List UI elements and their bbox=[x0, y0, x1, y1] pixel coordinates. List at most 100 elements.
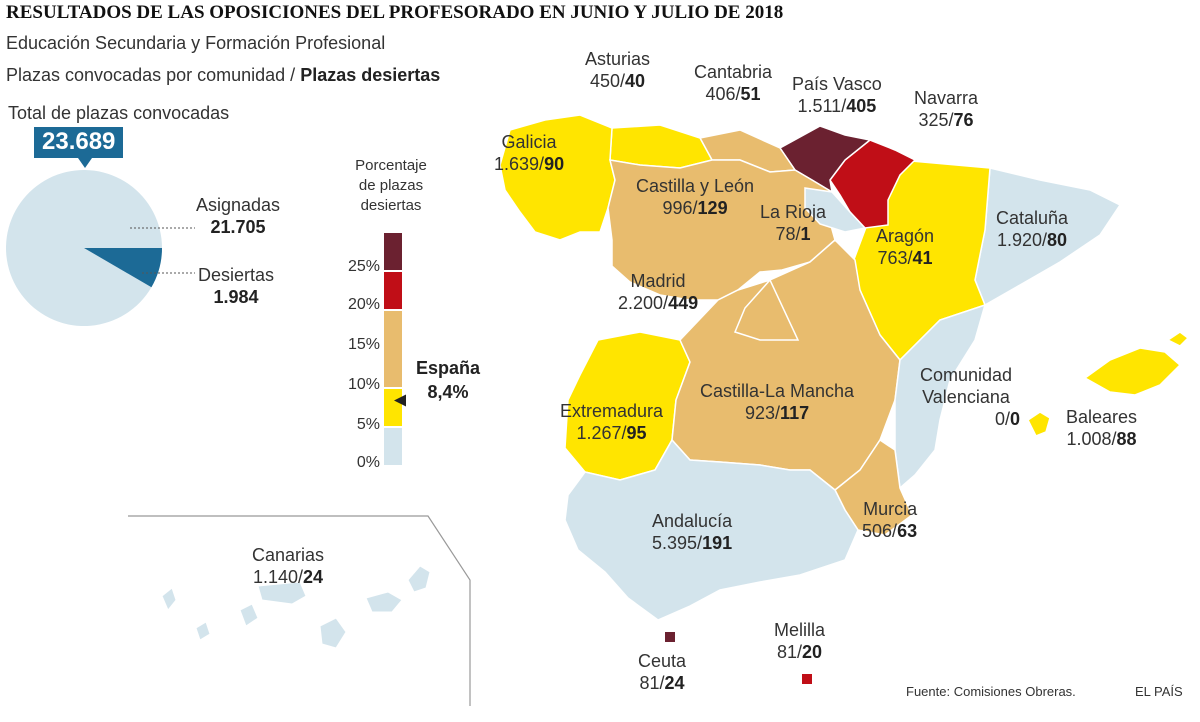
scale-tick-15: 15% bbox=[347, 336, 380, 353]
label-aragon-plazas: 763 bbox=[877, 248, 908, 268]
label-la-rioja-desiertas: 1 bbox=[800, 224, 811, 244]
national-average: España 8,4% bbox=[416, 356, 480, 404]
source-note: Fuente: Comisiones Obreras. bbox=[906, 684, 1076, 699]
label-ceuta-plazas: 81 bbox=[639, 673, 660, 693]
label-ceuta-name: Ceuta bbox=[638, 651, 687, 671]
region-la-rioja bbox=[804, 187, 867, 233]
scale-title-line-2: de plazas bbox=[358, 177, 424, 194]
label-ceuta-desiertas: 24 bbox=[664, 673, 685, 693]
label-la-rioja-plazas: 78 bbox=[775, 224, 796, 244]
label-baleares: Baleares 1.008/88 bbox=[1066, 407, 1138, 449]
total-label: Total de plazas convocadas bbox=[8, 103, 230, 123]
label-aragon: Aragón 763/41 bbox=[876, 226, 935, 268]
label-la-rioja-name: La Rioja bbox=[760, 202, 827, 222]
label-galicia-name: Galicia bbox=[501, 132, 557, 152]
chart-subtitle: Educación Secundaria y Formación Profesi… bbox=[6, 33, 386, 53]
label-la-rioja: La Rioja 78/1 bbox=[760, 202, 827, 244]
label-navarra: Navarra 325/76 bbox=[914, 88, 979, 130]
label-canarias-plazas: 1.140 bbox=[252, 567, 299, 587]
pie-chart bbox=[6, 169, 195, 326]
national-pointer-icon bbox=[394, 394, 406, 407]
scale-tick-5: 5% bbox=[356, 416, 380, 433]
region-comunidad-valenciana bbox=[894, 303, 987, 490]
label-castilla-la-mancha: Castilla-La Mancha 923/117 bbox=[700, 381, 855, 423]
label-baleares-desiertas: 88 bbox=[1116, 429, 1137, 449]
chart-title: RESULTADOS DE LAS OPOSICIONES DEL PROFES… bbox=[6, 2, 784, 23]
label-cantabria-plazas: 406 bbox=[705, 84, 736, 104]
label-cataluna-desiertas: 80 bbox=[1047, 230, 1068, 250]
region-castilla-y-leon bbox=[607, 159, 836, 301]
label-pais-vasco-plazas: 1.511 bbox=[797, 96, 842, 116]
label-canarias: Canarias 1.140/24 bbox=[252, 545, 325, 587]
label-canarias-desiertas: 24 bbox=[303, 567, 324, 587]
label-extremadura: Extremadura 1.267/95 bbox=[560, 401, 664, 443]
region-baleares-menorca bbox=[1166, 331, 1190, 347]
pie-label-vacant-name: Desiertas bbox=[198, 265, 275, 285]
total-badge-pointer bbox=[78, 158, 92, 168]
region-galicia bbox=[499, 114, 616, 241]
region-baleares-ibiza bbox=[1027, 411, 1051, 437]
label-navarra-name: Navarra bbox=[914, 88, 979, 108]
label-andalucia-desiertas: 191 bbox=[702, 533, 733, 553]
label-cataluna-plazas: 1.920 bbox=[996, 230, 1043, 250]
label-asturias-desiertas: 40 bbox=[625, 71, 646, 91]
scale-band-1 bbox=[384, 389, 402, 426]
label-navarra-desiertas: 76 bbox=[953, 110, 974, 130]
scale-band-3 bbox=[384, 272, 402, 309]
scale-band-0 bbox=[384, 428, 402, 465]
label-navarra-plazas: 325 bbox=[918, 110, 949, 130]
label-comunidad-valenciana-desiertas: 0 bbox=[1009, 409, 1020, 429]
label-madrid-name: Madrid bbox=[630, 271, 686, 291]
label-aragon-desiertas: 41 bbox=[912, 248, 933, 268]
label-madrid: Madrid 2.200/449 bbox=[618, 271, 699, 313]
publisher-brand: EL PAÍS bbox=[1135, 684, 1183, 699]
label-murcia-desiertas: 63 bbox=[897, 521, 918, 541]
label-comunidad-valenciana-name: Comunidad Valenciana bbox=[919, 365, 1013, 407]
label-extremadura-name: Extremadura bbox=[560, 401, 664, 421]
label-extremadura-desiertas: 95 bbox=[626, 423, 647, 443]
label-melilla-plazas: 81 bbox=[776, 642, 797, 662]
pie-label-vacant-value: 1.984 bbox=[213, 287, 259, 307]
label-extremadura-plazas: 1.267 bbox=[576, 423, 622, 443]
pie-label-assigned: Asignadas 21.705 bbox=[196, 194, 280, 238]
label-murcia-name: Murcia bbox=[863, 499, 918, 519]
total-badge: 23.689 bbox=[34, 127, 124, 158]
label-cantabria: Cantabria 406/51 bbox=[694, 62, 773, 104]
label-castilla-y-leon-name: Castilla y León bbox=[636, 176, 755, 196]
scale-tick-20: 20% bbox=[347, 296, 380, 313]
scale-title: Porcentaje de plazas desiertas bbox=[336, 156, 446, 216]
region-baleares-mallorca bbox=[1083, 347, 1182, 396]
canarias-inset-frame bbox=[128, 515, 471, 706]
label-galicia-desiertas: 90 bbox=[544, 154, 565, 174]
region-melilla bbox=[802, 674, 812, 684]
scale-tick-25: 25% bbox=[347, 258, 380, 275]
label-comunidad-valenciana: Comunidad Valenciana 0/0 bbox=[906, 364, 1026, 430]
label-asturias: Asturias 450/40 bbox=[585, 49, 651, 91]
label-comunidad-valenciana-plazas: 0 bbox=[994, 409, 1005, 429]
pie-slice-assigned bbox=[6, 169, 163, 326]
region-andalucia bbox=[564, 438, 859, 621]
scale-bar bbox=[384, 233, 406, 465]
label-canarias-name: Canarias bbox=[252, 545, 325, 565]
label-pais-vasco-desiertas: 405 bbox=[846, 96, 877, 116]
label-cataluna: Cataluña 1.920/80 bbox=[996, 208, 1069, 250]
region-canarias bbox=[161, 565, 431, 649]
label-madrid-desiertas: 449 bbox=[668, 293, 699, 313]
label-castilla-y-leon: Castilla y León 996/129 bbox=[636, 176, 755, 218]
scale-tick-10: 10% bbox=[347, 376, 380, 393]
label-melilla: Melilla 81/20 bbox=[774, 620, 826, 662]
scale-band-2 bbox=[384, 311, 402, 387]
label-asturias-name: Asturias bbox=[585, 49, 651, 69]
pie-label-vacant: Desiertas 1.984 bbox=[198, 264, 274, 308]
label-melilla-desiertas: 20 bbox=[802, 642, 823, 662]
pie-slice-vacant bbox=[84, 248, 162, 288]
national-value: 8,4% bbox=[427, 382, 469, 402]
label-murcia-plazas: 506 bbox=[862, 521, 893, 541]
label-castilla-y-leon-desiertas: 129 bbox=[697, 198, 728, 218]
label-galicia: Galicia 1.639/90 bbox=[494, 132, 565, 174]
label-melilla-name: Melilla bbox=[774, 620, 826, 640]
pie-label-assigned-name: Asignadas bbox=[196, 195, 281, 215]
national-label: España bbox=[416, 358, 481, 378]
label-murcia: Murcia 506/63 bbox=[862, 499, 918, 541]
